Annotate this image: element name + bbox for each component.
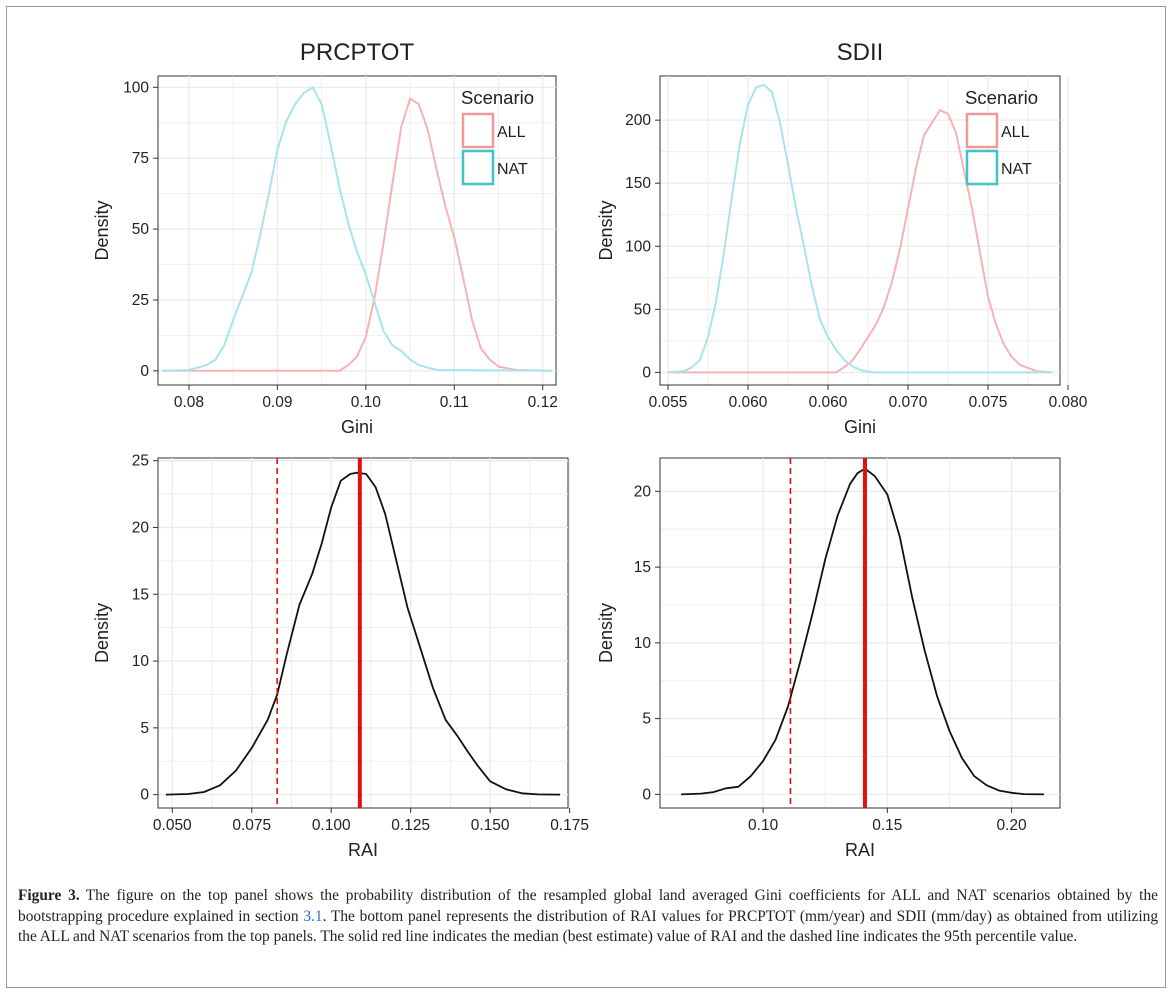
y-tick-label: 50: [132, 221, 150, 238]
x-tick-label: 0.10: [351, 394, 382, 411]
x-tick-label: 0.060: [809, 394, 848, 411]
legend-key-all: [965, 112, 999, 149]
x-axis-label: Gini: [844, 417, 876, 437]
x-tick-label: 0.20: [996, 817, 1027, 834]
x-axis-label: Gini: [341, 417, 373, 437]
legend-key-nat: [965, 149, 999, 186]
x-tick-label: 0.11: [440, 394, 469, 411]
series-line-all: [162, 97, 552, 372]
section-reference-link[interactable]: 3.1: [303, 907, 323, 925]
legend-title: Scenario: [461, 87, 534, 108]
panel-prcptot-gini: 0.08 0.09 0.10 0.11 0.12 0 25 50 75 100 Gini Densit…: [92, 39, 558, 437]
panel-title: SDII: [837, 39, 884, 66]
x-axis-label: RAI: [845, 840, 875, 860]
legend-label-all: ALL: [497, 124, 526, 141]
y-tick-label: 25: [132, 292, 149, 309]
y-tick-label: 0: [140, 787, 149, 804]
y-axis-label: Density: [596, 200, 616, 260]
caption-text-part2: . The bottom panel represents the distri…: [18, 907, 1159, 946]
y-tick-label: 15: [634, 559, 651, 576]
plot-area: [157, 457, 569, 809]
y-tick-label: 5: [642, 711, 651, 728]
plot-area: [157, 75, 557, 386]
y-tick-label: 20: [634, 483, 652, 500]
y-axis-label: Density: [92, 200, 112, 260]
y-tick-label: 200: [625, 112, 651, 129]
gridlines: [158, 458, 571, 808]
y-tick-label: 100: [625, 238, 651, 255]
caption-text-part1: The figure on the top panel shows the pr…: [18, 887, 1158, 925]
y-tick-label: 0: [642, 364, 651, 381]
series-line-nat: [162, 86, 552, 372]
y-tick-label: 150: [625, 175, 651, 192]
x-tick-label: 0.080: [1049, 394, 1088, 411]
y-tick-label: 0: [140, 363, 149, 380]
x-tick-label: 0.12: [528, 394, 558, 411]
x-tick-label: 0.100: [312, 817, 351, 834]
legend-label-all: ALL: [1001, 124, 1030, 141]
x-tick-label: 0.075: [969, 394, 1008, 411]
x-tick-label: 0.055: [649, 394, 688, 411]
x-tick-label: 0.08: [174, 394, 204, 411]
y-tick-label: 5: [140, 720, 149, 737]
x-tick-label: 0.09: [262, 394, 292, 411]
legend-key-nat: [461, 149, 495, 186]
x-tick-label: 0.070: [889, 394, 928, 411]
series-line-rai: [681, 467, 1044, 796]
figure-panels: 0.08 0.09 0.10 0.11 0.120255075100GiniDensit…: [92, 39, 1088, 860]
legend-key-all: [461, 112, 495, 149]
panel-sdii-rai: 0.10 0.15 0.20 0 5 10 15 20 RAI Density: [596, 457, 1061, 860]
x-tick-label: 0.15: [872, 817, 902, 834]
x-tick-label: 0.175: [550, 817, 589, 834]
gridlines: [660, 458, 1060, 808]
y-axis-label: Density: [92, 603, 112, 663]
y-axis-label: Density: [596, 603, 616, 663]
series-line-all: [668, 109, 1053, 374]
y-tick-label: 15: [132, 586, 149, 603]
y-tick-label: 10: [634, 635, 652, 652]
panel-sdii-gini: 0.055 0.060 0.060 0.070 0.075 0.080 0 50 100 150 2…: [596, 39, 1088, 437]
y-tick-label: 50: [634, 301, 652, 318]
x-tick-label: 0.10: [748, 817, 779, 834]
plot-area: [659, 75, 1061, 386]
x-tick-label: 0.075: [232, 817, 271, 834]
y-tick-label: 10: [132, 653, 150, 670]
legend: Scenario ALL NAT: [965, 87, 1038, 186]
series-line-nat: [667, 83, 1052, 374]
plot-area: [659, 457, 1061, 809]
figure-caption: Figure 3. The figure on the top panel sho…: [18, 886, 1158, 948]
legend-label-nat: NAT: [1001, 161, 1032, 178]
y-tick-label: 25: [132, 453, 149, 470]
x-tick-label: 0.050: [153, 817, 192, 834]
panel-title: PRCPTOT: [300, 39, 415, 66]
y-tick-label: 0: [642, 786, 651, 803]
x-tick-label: 0.125: [391, 817, 430, 834]
legend: Scenario ALL NAT: [461, 87, 534, 186]
x-axis-label: RAI: [348, 840, 378, 860]
legend-label-nat: NAT: [497, 161, 528, 178]
x-tick-label: 0.060: [729, 394, 768, 411]
legend-title: Scenario: [965, 87, 1038, 108]
y-tick-label: 75: [132, 150, 149, 167]
caption-label: Figure 3.: [18, 887, 80, 904]
y-tick-label: 20: [132, 519, 150, 536]
panel-prcptot-rai: 0.050 0.075 0.100 0.125 0.150 0.175 0 5 10 15 20 25…: [92, 453, 589, 860]
x-tick-label: 0.150: [471, 817, 510, 834]
y-tick-label: 100: [123, 79, 149, 96]
